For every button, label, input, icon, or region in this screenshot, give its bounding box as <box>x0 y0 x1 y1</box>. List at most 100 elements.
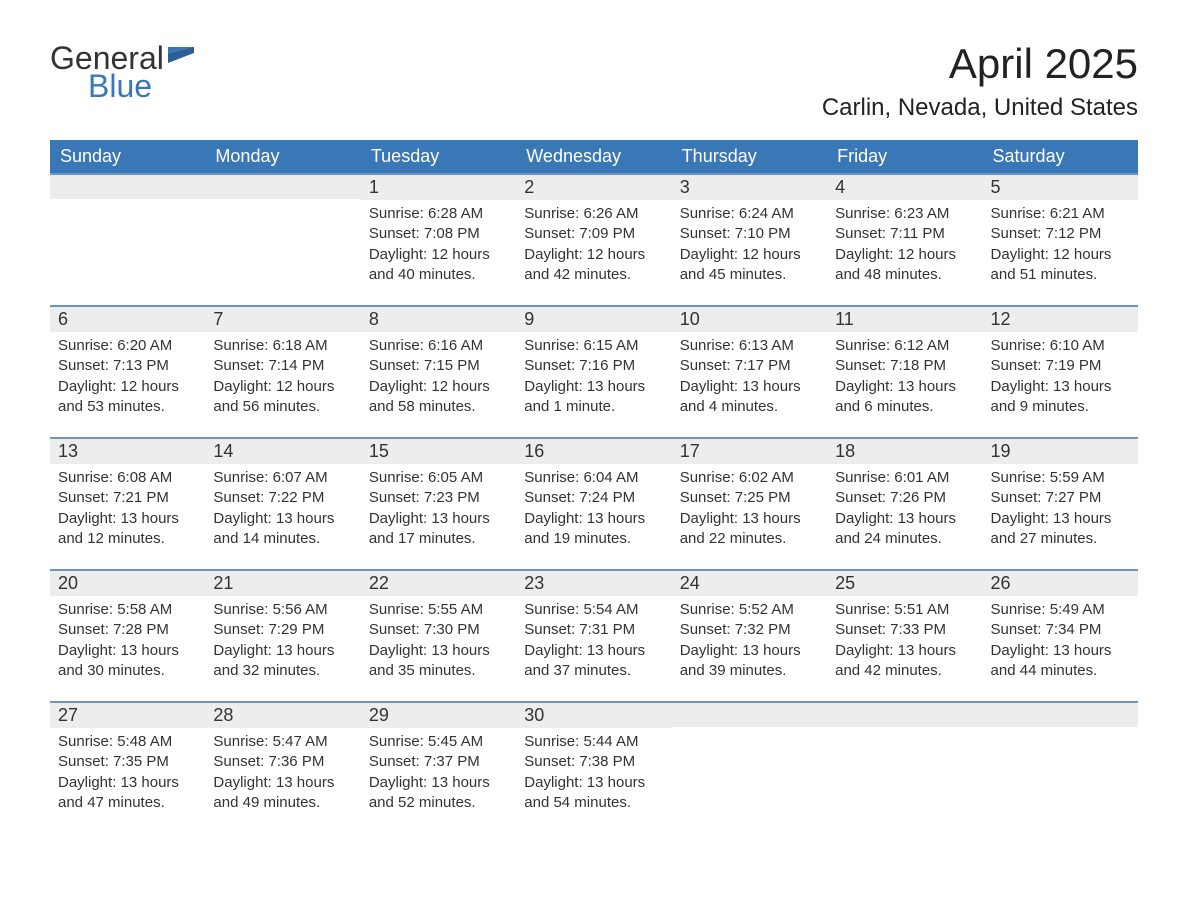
day-number-bar: 26 <box>983 569 1138 596</box>
sunrise-line: Sunrise: 6:15 AM <box>524 336 663 356</box>
day-number-bar <box>205 173 360 199</box>
calendar-day-cell: 10Sunrise: 6:13 AMSunset: 7:17 PMDayligh… <box>672 305 827 437</box>
sunrise-line: Sunrise: 5:54 AM <box>524 600 663 620</box>
calendar-day-cell: 19Sunrise: 5:59 AMSunset: 7:27 PMDayligh… <box>983 437 1138 569</box>
sunset-line: Sunset: 7:26 PM <box>835 488 974 508</box>
sunrise-line: Sunrise: 6:12 AM <box>835 336 974 356</box>
calendar-day-cell: 11Sunrise: 6:12 AMSunset: 7:18 PMDayligh… <box>827 305 982 437</box>
daylight-line: Daylight: 13 hours and 30 minutes. <box>58 641 197 682</box>
calendar-day-cell <box>983 701 1138 833</box>
day-number-bar: 30 <box>516 701 671 728</box>
calendar-day-cell: 2 Sunrise: 6:26 AMSunset: 7:09 PMDaylight… <box>516 173 671 305</box>
sunrise-line: Sunrise: 5:51 AM <box>835 600 974 620</box>
weekday-header: Friday <box>827 140 982 173</box>
day-number-bar: 28 <box>205 701 360 728</box>
day-body: Sunrise: 5:51 AMSunset: 7:33 PMDaylight:… <box>827 596 982 689</box>
sunset-line: Sunset: 7:24 PM <box>524 488 663 508</box>
calendar-week-row: 13Sunrise: 6:08 AMSunset: 7:21 PMDayligh… <box>50 437 1138 569</box>
sunset-line: Sunset: 7:16 PM <box>524 356 663 376</box>
daylight-line: Daylight: 13 hours and 49 minutes. <box>213 773 352 814</box>
day-body: Sunrise: 6:21 AMSunset: 7:12 PMDaylight:… <box>983 200 1138 293</box>
daylight-line: Daylight: 13 hours and 22 minutes. <box>680 509 819 550</box>
sunset-line: Sunset: 7:31 PM <box>524 620 663 640</box>
daylight-line: Daylight: 12 hours and 40 minutes. <box>369 245 508 286</box>
sunrise-line: Sunrise: 6:02 AM <box>680 468 819 488</box>
sunset-line: Sunset: 7:12 PM <box>991 224 1130 244</box>
calendar-day-cell <box>205 173 360 305</box>
calendar-week-row: 6Sunrise: 6:20 AMSunset: 7:13 PMDaylight… <box>50 305 1138 437</box>
day-body: Sunrise: 6:23 AMSunset: 7:11 PMDaylight:… <box>827 200 982 293</box>
day-number-bar: 2 <box>516 173 671 200</box>
sunset-line: Sunset: 7:09 PM <box>524 224 663 244</box>
sunset-line: Sunset: 7:27 PM <box>991 488 1130 508</box>
day-number-bar: 15 <box>361 437 516 464</box>
day-body: Sunrise: 6:10 AMSunset: 7:19 PMDaylight:… <box>983 332 1138 425</box>
daylight-line: Daylight: 13 hours and 42 minutes. <box>835 641 974 682</box>
sunset-line: Sunset: 7:11 PM <box>835 224 974 244</box>
daylight-line: Daylight: 13 hours and 47 minutes. <box>58 773 197 814</box>
day-number-bar: 3 <box>672 173 827 200</box>
calendar-day-cell: 12Sunrise: 6:10 AMSunset: 7:19 PMDayligh… <box>983 305 1138 437</box>
sunrise-line: Sunrise: 5:58 AM <box>58 600 197 620</box>
page-header: General Blue April 2025 Carlin, Nevada, … <box>50 40 1138 122</box>
sunset-line: Sunset: 7:33 PM <box>835 620 974 640</box>
day-number-bar: 10 <box>672 305 827 332</box>
sunset-line: Sunset: 7:34 PM <box>991 620 1130 640</box>
calendar-day-cell <box>827 701 982 833</box>
daylight-line: Daylight: 13 hours and 6 minutes. <box>835 377 974 418</box>
sunrise-line: Sunrise: 5:52 AM <box>680 600 819 620</box>
sunrise-line: Sunrise: 6:07 AM <box>213 468 352 488</box>
day-body: Sunrise: 5:45 AMSunset: 7:37 PMDaylight:… <box>361 728 516 821</box>
day-number-bar <box>983 701 1138 727</box>
day-body: Sunrise: 6:20 AMSunset: 7:13 PMDaylight:… <box>50 332 205 425</box>
daylight-line: Daylight: 13 hours and 14 minutes. <box>213 509 352 550</box>
day-body: Sunrise: 6:18 AMSunset: 7:14 PMDaylight:… <box>205 332 360 425</box>
sunrise-line: Sunrise: 6:21 AM <box>991 204 1130 224</box>
sunset-line: Sunset: 7:28 PM <box>58 620 197 640</box>
daylight-line: Daylight: 13 hours and 52 minutes. <box>369 773 508 814</box>
day-number-bar: 18 <box>827 437 982 464</box>
day-number-bar: 16 <box>516 437 671 464</box>
sunrise-line: Sunrise: 6:26 AM <box>524 204 663 224</box>
calendar-day-cell: 20Sunrise: 5:58 AMSunset: 7:28 PMDayligh… <box>50 569 205 701</box>
calendar-day-cell: 4Sunrise: 6:23 AMSunset: 7:11 PMDaylight… <box>827 173 982 305</box>
daylight-line: Daylight: 13 hours and 4 minutes. <box>680 377 819 418</box>
day-body: Sunrise: 6:28 AMSunset: 7:08 PMDaylight:… <box>361 200 516 293</box>
day-number-bar: 9 <box>516 305 671 332</box>
day-number-bar: 5 <box>983 173 1138 200</box>
day-body: Sunrise: 6:08 AMSunset: 7:21 PMDaylight:… <box>50 464 205 557</box>
sunrise-line: Sunrise: 6:23 AM <box>835 204 974 224</box>
day-body: Sunrise: 5:56 AMSunset: 7:29 PMDaylight:… <box>205 596 360 689</box>
day-body: Sunrise: 6:16 AMSunset: 7:15 PMDaylight:… <box>361 332 516 425</box>
day-number-bar <box>50 173 205 199</box>
daylight-line: Daylight: 13 hours and 12 minutes. <box>58 509 197 550</box>
daylight-line: Daylight: 12 hours and 45 minutes. <box>680 245 819 286</box>
daylight-line: Daylight: 12 hours and 48 minutes. <box>835 245 974 286</box>
sunrise-line: Sunrise: 6:04 AM <box>524 468 663 488</box>
sunset-line: Sunset: 7:29 PM <box>213 620 352 640</box>
sunrise-line: Sunrise: 6:10 AM <box>991 336 1130 356</box>
day-number-bar: 13 <box>50 437 205 464</box>
sunrise-line: Sunrise: 5:55 AM <box>369 600 508 620</box>
calendar-day-cell: 24Sunrise: 5:52 AMSunset: 7:32 PMDayligh… <box>672 569 827 701</box>
weekday-header-row: SundayMondayTuesdayWednesdayThursdayFrid… <box>50 140 1138 173</box>
sunset-line: Sunset: 7:32 PM <box>680 620 819 640</box>
day-body: Sunrise: 5:58 AMSunset: 7:28 PMDaylight:… <box>50 596 205 689</box>
daylight-line: Daylight: 13 hours and 9 minutes. <box>991 377 1130 418</box>
daylight-line: Daylight: 12 hours and 42 minutes. <box>524 245 663 286</box>
sunset-line: Sunset: 7:14 PM <box>213 356 352 376</box>
day-body: Sunrise: 5:44 AMSunset: 7:38 PMDaylight:… <box>516 728 671 821</box>
day-body: Sunrise: 6:13 AMSunset: 7:17 PMDaylight:… <box>672 332 827 425</box>
sunset-line: Sunset: 7:35 PM <box>58 752 197 772</box>
calendar-week-row: 20Sunrise: 5:58 AMSunset: 7:28 PMDayligh… <box>50 569 1138 701</box>
day-body: Sunrise: 6:05 AMSunset: 7:23 PMDaylight:… <box>361 464 516 557</box>
calendar-day-cell: 30Sunrise: 5:44 AMSunset: 7:38 PMDayligh… <box>516 701 671 833</box>
sunset-line: Sunset: 7:15 PM <box>369 356 508 376</box>
title-block: April 2025 Carlin, Nevada, United States <box>822 40 1138 122</box>
daylight-line: Daylight: 13 hours and 1 minute. <box>524 377 663 418</box>
day-number-bar: 20 <box>50 569 205 596</box>
calendar-day-cell: 17Sunrise: 6:02 AMSunset: 7:25 PMDayligh… <box>672 437 827 569</box>
day-body: Sunrise: 5:48 AMSunset: 7:35 PMDaylight:… <box>50 728 205 821</box>
sunset-line: Sunset: 7:30 PM <box>369 620 508 640</box>
day-number-bar: 17 <box>672 437 827 464</box>
